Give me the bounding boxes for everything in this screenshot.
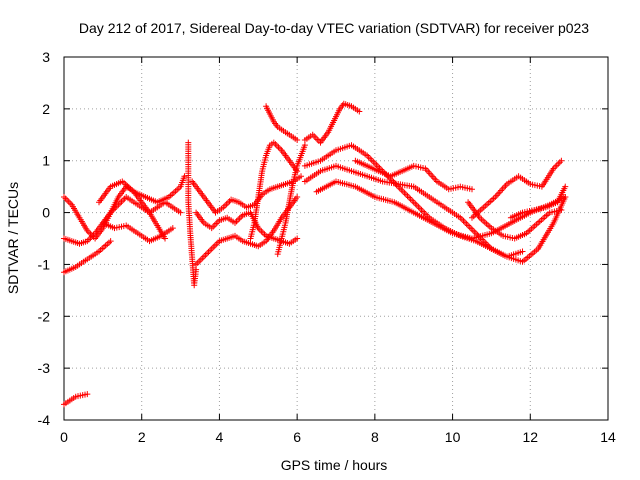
plus-markers xyxy=(247,139,301,242)
series-sat-e xyxy=(96,173,188,206)
series-sat-u xyxy=(507,183,569,221)
y-tick-label: -3 xyxy=(38,360,51,376)
series-sat-k xyxy=(247,139,301,242)
plus-markers xyxy=(61,183,169,247)
grid xyxy=(64,57,608,420)
plus-markers xyxy=(507,183,569,221)
series-sat-g xyxy=(185,139,200,289)
y-tick-label: -1 xyxy=(38,256,51,272)
x-tick-label: 4 xyxy=(216,429,224,445)
plus-markers xyxy=(96,173,188,206)
y-tick-label: 0 xyxy=(42,205,50,221)
x-tick-label: 0 xyxy=(60,429,68,445)
series-sat-p xyxy=(301,162,526,260)
series-sat-l xyxy=(263,103,301,143)
x-axis-label: GPS time / hours xyxy=(281,457,388,473)
y-axis-label: SDTVAR / TECUs xyxy=(5,182,21,294)
series-sat-m xyxy=(274,142,308,258)
plus-markers xyxy=(301,100,363,146)
plus-markers xyxy=(185,139,200,289)
y-tick-label: 2 xyxy=(42,101,50,117)
x-tick-label: 8 xyxy=(371,429,379,445)
plus-markers xyxy=(99,219,176,245)
plus-markers xyxy=(61,238,114,276)
chart-title: Day 212 of 2017, Sidereal Day-to-day VTE… xyxy=(79,20,589,36)
plus-markers xyxy=(274,142,308,258)
y-tick-label: -4 xyxy=(38,412,51,428)
plus-markers xyxy=(301,162,526,260)
y-tick-label: 3 xyxy=(42,49,50,65)
x-tick-label: 14 xyxy=(600,429,616,445)
series-sat-f xyxy=(99,219,176,245)
series-sat-s xyxy=(465,199,565,242)
plus-markers xyxy=(465,199,565,242)
plus-markers xyxy=(352,157,475,193)
plus-markers xyxy=(263,103,301,143)
plus-markers xyxy=(189,173,305,216)
x-tick-label: 12 xyxy=(522,429,538,445)
series-sat-a xyxy=(61,391,91,408)
x-tick-label: 2 xyxy=(138,429,146,445)
data-points xyxy=(61,100,569,408)
series-sat-i xyxy=(189,173,305,216)
y-tick-label: -2 xyxy=(38,308,51,324)
plus-markers xyxy=(469,157,565,221)
series-sat-n xyxy=(301,100,363,146)
series-sat-b xyxy=(61,238,114,276)
series-sat-t xyxy=(469,157,565,221)
series-sat-r xyxy=(352,157,475,193)
y-tick-label: 1 xyxy=(42,153,50,169)
series-sat-d xyxy=(61,183,169,247)
x-tick-label: 10 xyxy=(445,429,461,445)
plus-markers xyxy=(61,391,91,408)
x-tick-label: 6 xyxy=(293,429,301,445)
